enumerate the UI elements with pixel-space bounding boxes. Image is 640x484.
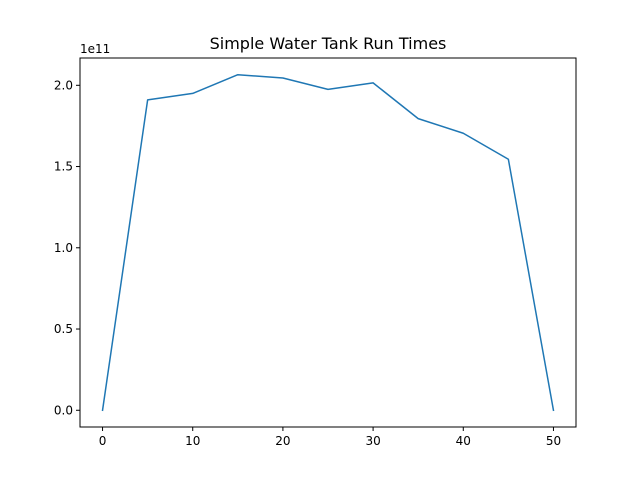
x-tick-label: 0 [99, 434, 107, 448]
y-tick-label: 2.0 [54, 78, 73, 92]
y-tick-label: 0.0 [54, 403, 73, 417]
x-tick-label: 50 [546, 434, 561, 448]
x-tick-label: 20 [275, 434, 290, 448]
x-tick-label: 40 [456, 434, 471, 448]
chart-title: Simple Water Tank Run Times [210, 34, 447, 53]
x-tick-label: 10 [185, 434, 200, 448]
y-tick-label: 1.5 [54, 160, 73, 174]
y-tick-label: 1.0 [54, 241, 73, 255]
y-axis-scale-label: 1e11 [80, 42, 110, 56]
x-tick-label: 30 [365, 434, 380, 448]
y-tick-label: 0.5 [54, 322, 73, 336]
